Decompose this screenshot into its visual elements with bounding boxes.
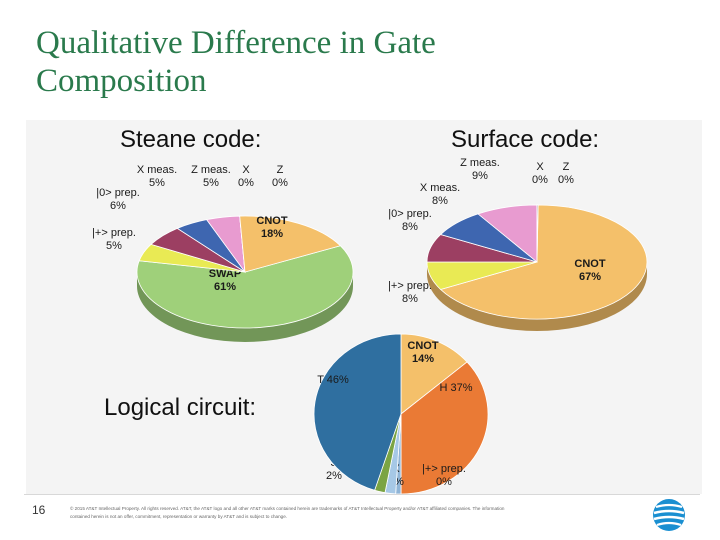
logical-circuit-label-prep: |+> prep. 0% <box>422 463 466 488</box>
logical-circuit-label: Logical circuit: <box>104 394 257 421</box>
steane-code-label: Steane code: <box>120 126 262 153</box>
slide-title: Qualitative Difference in Gate Compositi… <box>36 25 436 99</box>
copyright-notice: © 2015 AT&T Intellectual Property. All r… <box>70 506 505 519</box>
surface-code-label-x-meas: X meas. 8% <box>420 182 460 207</box>
steane-code-pie: SWAP 61%|+> prep. 5%|0> prep. 6%X meas. 5%Z … <box>92 164 354 342</box>
surface-code-label-z-meas: Z meas. 9% <box>460 157 500 182</box>
steane-code-label-x-meas: X meas. 5% <box>137 164 177 189</box>
steane-code-label-cnot: CNOT 18% <box>256 215 287 240</box>
surface-code-label-z: Z 0% <box>558 161 574 186</box>
logical-circuit-label-cnot: CNOT 14% <box>407 340 438 365</box>
steane-code-label-z-meas: Z meas. 5% <box>191 164 231 189</box>
surface-code-label-x: X 0% <box>532 161 548 186</box>
surface-code-pie: CNOT 67% |+> prep. 8% |0> prep. 8%X meas. 8%Z … <box>388 157 648 331</box>
steane-code-label-prep: |+> prep. 5% <box>92 227 136 252</box>
logical-circuit-slice-cnot <box>400 333 468 415</box>
steane-code-label-z: Z 0% <box>272 164 288 189</box>
steane-code-label-0-prep: |0> prep. 6% <box>96 187 140 212</box>
surface-code-label-0-prep: |0> prep. 8% <box>388 208 432 233</box>
steane-code-label-x: X 0% <box>238 164 254 189</box>
footer-divider <box>24 494 700 495</box>
logical-circuit-label-h: H 37% <box>439 382 472 394</box>
surface-code-slice-z <box>536 204 539 263</box>
surface-code-slice-cnot <box>439 204 648 320</box>
surface-code-label-cnot: CNOT 67% <box>574 258 605 283</box>
att-globe-logo-icon <box>653 499 685 531</box>
logical-circuit-label-t: T 46% <box>317 374 349 386</box>
steane-code-slice-cnot <box>239 215 342 273</box>
logical-circuit-slice-h <box>400 361 489 495</box>
surface-code-label-prep: |+> prep. 8% <box>388 280 432 305</box>
page-number: 16 <box>32 503 46 517</box>
logical-circuit-slice-t <box>313 333 402 491</box>
surface-code-label: Surface code: <box>451 126 600 153</box>
